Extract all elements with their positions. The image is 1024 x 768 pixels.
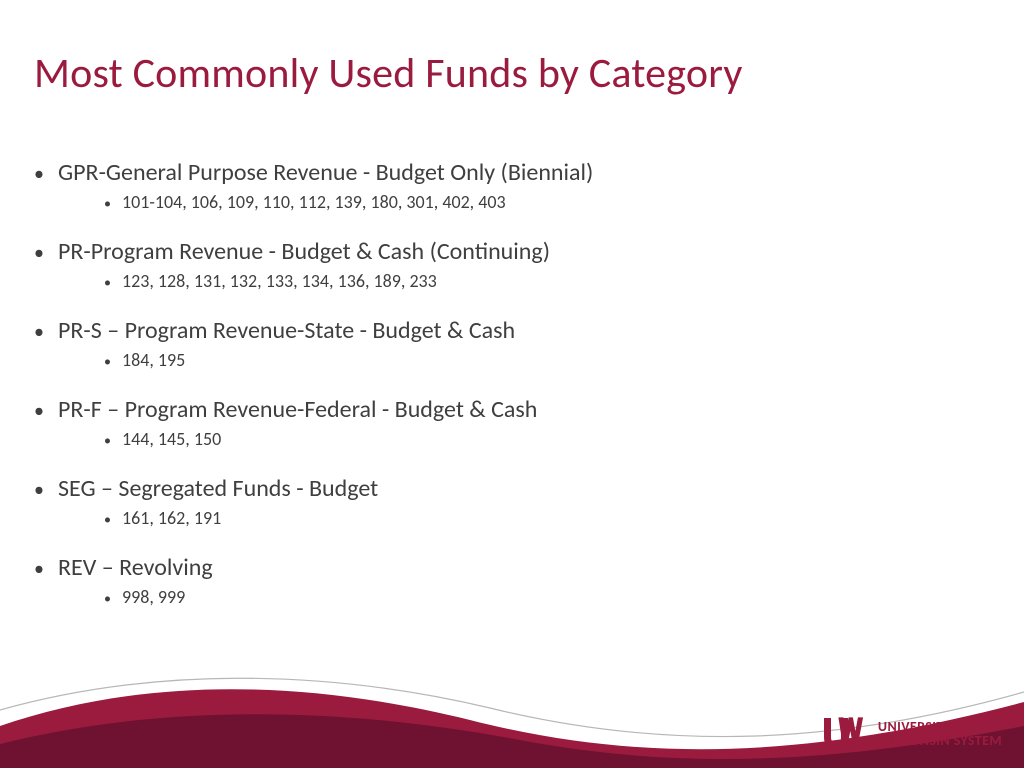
list-item-sub: • 998, 999 — [104, 586, 984, 608]
slide-title: Most Commonly Used Funds by Category — [34, 48, 743, 99]
uw-mark-icon — [822, 714, 870, 754]
slide-number: 11 — [34, 731, 47, 746]
bullet-icon: • — [34, 320, 58, 344]
list-item-label: SEG – Segregated Funds - Budget — [58, 474, 378, 503]
bullet-icon: • — [104, 195, 122, 212]
list-item-sub-label: 184, 195 — [122, 349, 185, 371]
list-item: • PR-F – Program Revenue-Federal - Budge… — [34, 395, 984, 450]
bullet-icon: • — [104, 432, 122, 449]
list-item-sub: • 144, 145, 150 — [104, 428, 984, 450]
list-item-label: PR-F – Program Revenue-Federal - Budget … — [58, 395, 537, 424]
list-item-label: PR-Program Revenue - Budget & Cash (Cont… — [58, 237, 550, 266]
list-item-sub-label: 123, 128, 131, 132, 133, 134, 136, 189, … — [122, 270, 437, 292]
list-item: • PR-S – Program Revenue-State - Budget … — [34, 316, 984, 371]
brand-logo: UNIVERSITY OF WISCONSIN SYSTEM — [822, 714, 1002, 754]
bullet-icon: • — [104, 274, 122, 291]
list-item-sub: • 123, 128, 131, 132, 133, 134, 136, 189… — [104, 270, 984, 292]
slide-content: • GPR-General Purpose Revenue - Budget O… — [34, 158, 984, 632]
bullet-icon: • — [34, 162, 58, 186]
list-item-main: • GPR-General Purpose Revenue - Budget O… — [34, 158, 984, 187]
bullet-icon: • — [104, 590, 122, 607]
list-item-sub: • 184, 195 — [104, 349, 984, 371]
list-item: • PR-Program Revenue - Budget & Cash (Co… — [34, 237, 984, 292]
bullet-icon: • — [34, 399, 58, 423]
list-item-label: PR-S – Program Revenue-State - Budget & … — [58, 316, 515, 345]
list-item-label: GPR-General Purpose Revenue - Budget Onl… — [58, 158, 593, 187]
slide: Most Commonly Used Funds by Category • G… — [0, 0, 1024, 768]
list-item-sub: • 101-104, 106, 109, 110, 112, 139, 180,… — [104, 191, 984, 213]
list-item-main: • SEG – Segregated Funds - Budget — [34, 474, 984, 503]
list-item: • SEG – Segregated Funds - Budget • 161,… — [34, 474, 984, 529]
brand-logo-line2: WISCONSIN SYSTEM — [878, 734, 1002, 748]
list-item-sub-label: 144, 145, 150 — [122, 428, 221, 450]
list-item-main: • PR-Program Revenue - Budget & Cash (Co… — [34, 237, 984, 266]
bullet-icon: • — [34, 478, 58, 502]
list-item-main: • PR-F – Program Revenue-Federal - Budge… — [34, 395, 984, 424]
list-item: • REV – Revolving • 998, 999 — [34, 553, 984, 608]
bullet-icon: • — [34, 241, 58, 265]
list-item-sub-label: 998, 999 — [122, 586, 185, 608]
list-item-label: REV – Revolving — [58, 553, 213, 582]
list-item-sub: • 161, 162, 191 — [104, 507, 984, 529]
list-item-main: • PR-S – Program Revenue-State - Budget … — [34, 316, 984, 345]
list-item-sub-label: 101-104, 106, 109, 110, 112, 139, 180, 3… — [122, 191, 506, 213]
bullet-icon: • — [104, 353, 122, 370]
list-item-main: • REV – Revolving — [34, 553, 984, 582]
brand-logo-text: UNIVERSITY OF WISCONSIN SYSTEM — [878, 720, 1002, 748]
list-item: • GPR-General Purpose Revenue - Budget O… — [34, 158, 984, 213]
bullet-icon: • — [104, 511, 122, 528]
bullet-icon: • — [34, 557, 58, 581]
list-item-sub-label: 161, 162, 191 — [122, 507, 221, 529]
